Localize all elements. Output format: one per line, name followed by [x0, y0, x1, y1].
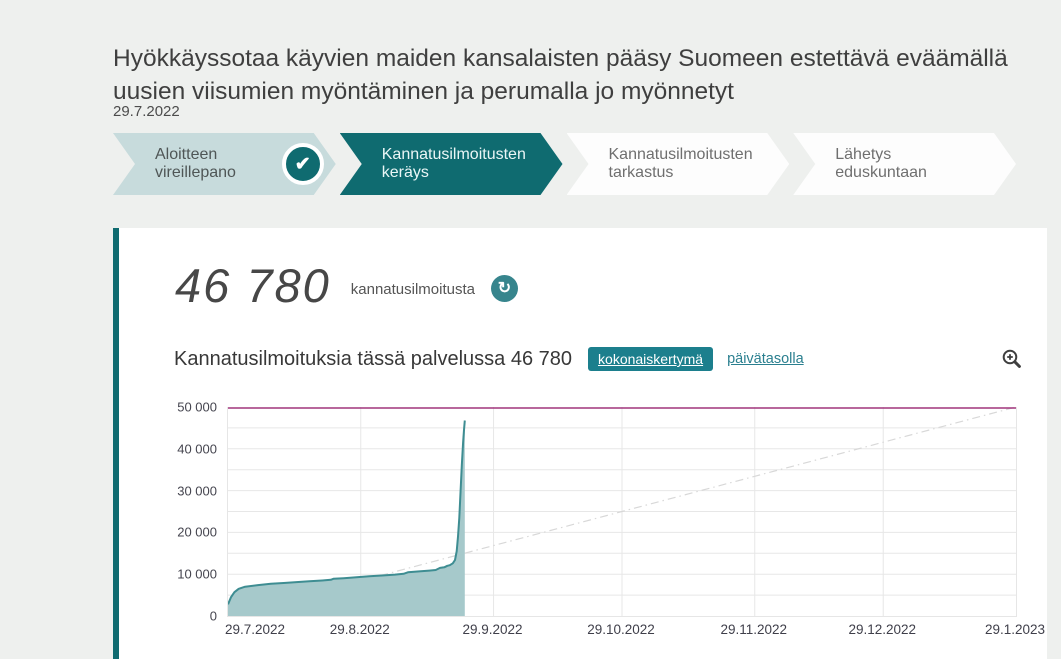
x-axis-tick-label: 29.12.2022: [848, 622, 917, 637]
signature-count-row: 46 780 kannatusilmoitusta ↻: [175, 258, 518, 313]
progress-stepper: Aloitteen vireillepano ✔ Kannatusilmoitu…: [113, 133, 1016, 195]
page-title: Hyökkäyssotaa käyvien maiden kansalaiste…: [113, 45, 1008, 106]
step-aloitteen-vireillepano: Aloitteen vireillepano ✔: [113, 133, 336, 195]
step-label: Lähetys eduskuntaan: [835, 146, 927, 181]
chart-y-axis-labels: 0 10 000 20 000 30 000 40 000 50 000: [170, 400, 222, 624]
x-axis-tick-label: 29.1.2023: [984, 622, 1046, 637]
initiative-date: 29.7.2022: [113, 103, 180, 120]
chart-x-axis-labels: 29.7.2022 29.8.2022 29.9.2022 29.10.2022 29.…: [225, 622, 1045, 640]
refresh-icon[interactable]: ↻: [491, 275, 518, 302]
toggle-cumulative-button[interactable]: kokonaiskertymä: [588, 347, 714, 371]
x-axis-tick-label: 29.8.2022: [329, 622, 390, 637]
y-axis-tick-label: 20 000: [177, 524, 217, 540]
step-label: Kannatusilmoitusten keräys: [381, 146, 526, 181]
y-axis-tick-label: 50 000: [177, 399, 217, 415]
signature-count: 46 780: [175, 259, 331, 312]
step-lahetys-eduskuntaan: Lähetys eduskuntaan: [793, 133, 1016, 195]
signature-count-label: kannatusilmoitusta: [350, 281, 475, 298]
x-axis-tick-label: 29.11.2022: [720, 622, 788, 637]
step-label: Aloitteen vireillepano: [155, 146, 236, 181]
zoom-in-icon[interactable]: [999, 346, 1025, 372]
x-axis-tick-label: 29.9.2022: [462, 622, 523, 637]
y-axis-tick-label: 30 000: [177, 483, 217, 499]
y-axis-tick-label: 10 000: [177, 566, 217, 582]
x-axis-tick-label: 29.10.2022: [587, 622, 655, 637]
step-label: Kannatusilmoitusten tarkastus: [608, 146, 753, 181]
chart-header: Kannatusilmoituksia tässä palvelussa 46 …: [174, 346, 1025, 372]
check-icon: ✔: [282, 143, 324, 185]
signatures-chart-plot: [227, 407, 1017, 617]
toggle-daily-link[interactable]: päivätasolla: [727, 351, 804, 367]
y-axis-tick-label: 40 000: [177, 441, 217, 457]
step-kannatusilmoitusten-kerays: Kannatusilmoitusten keräys: [340, 133, 563, 195]
step-kannatusilmoitusten-tarkastus: Kannatusilmoitusten tarkastus: [567, 133, 790, 195]
y-axis-tick-label: 0: [209, 608, 217, 624]
chart-title: Kannatusilmoituksia tässä palvelussa 46 …: [174, 347, 573, 370]
x-axis-tick-label: 29.7.2022: [225, 622, 286, 637]
